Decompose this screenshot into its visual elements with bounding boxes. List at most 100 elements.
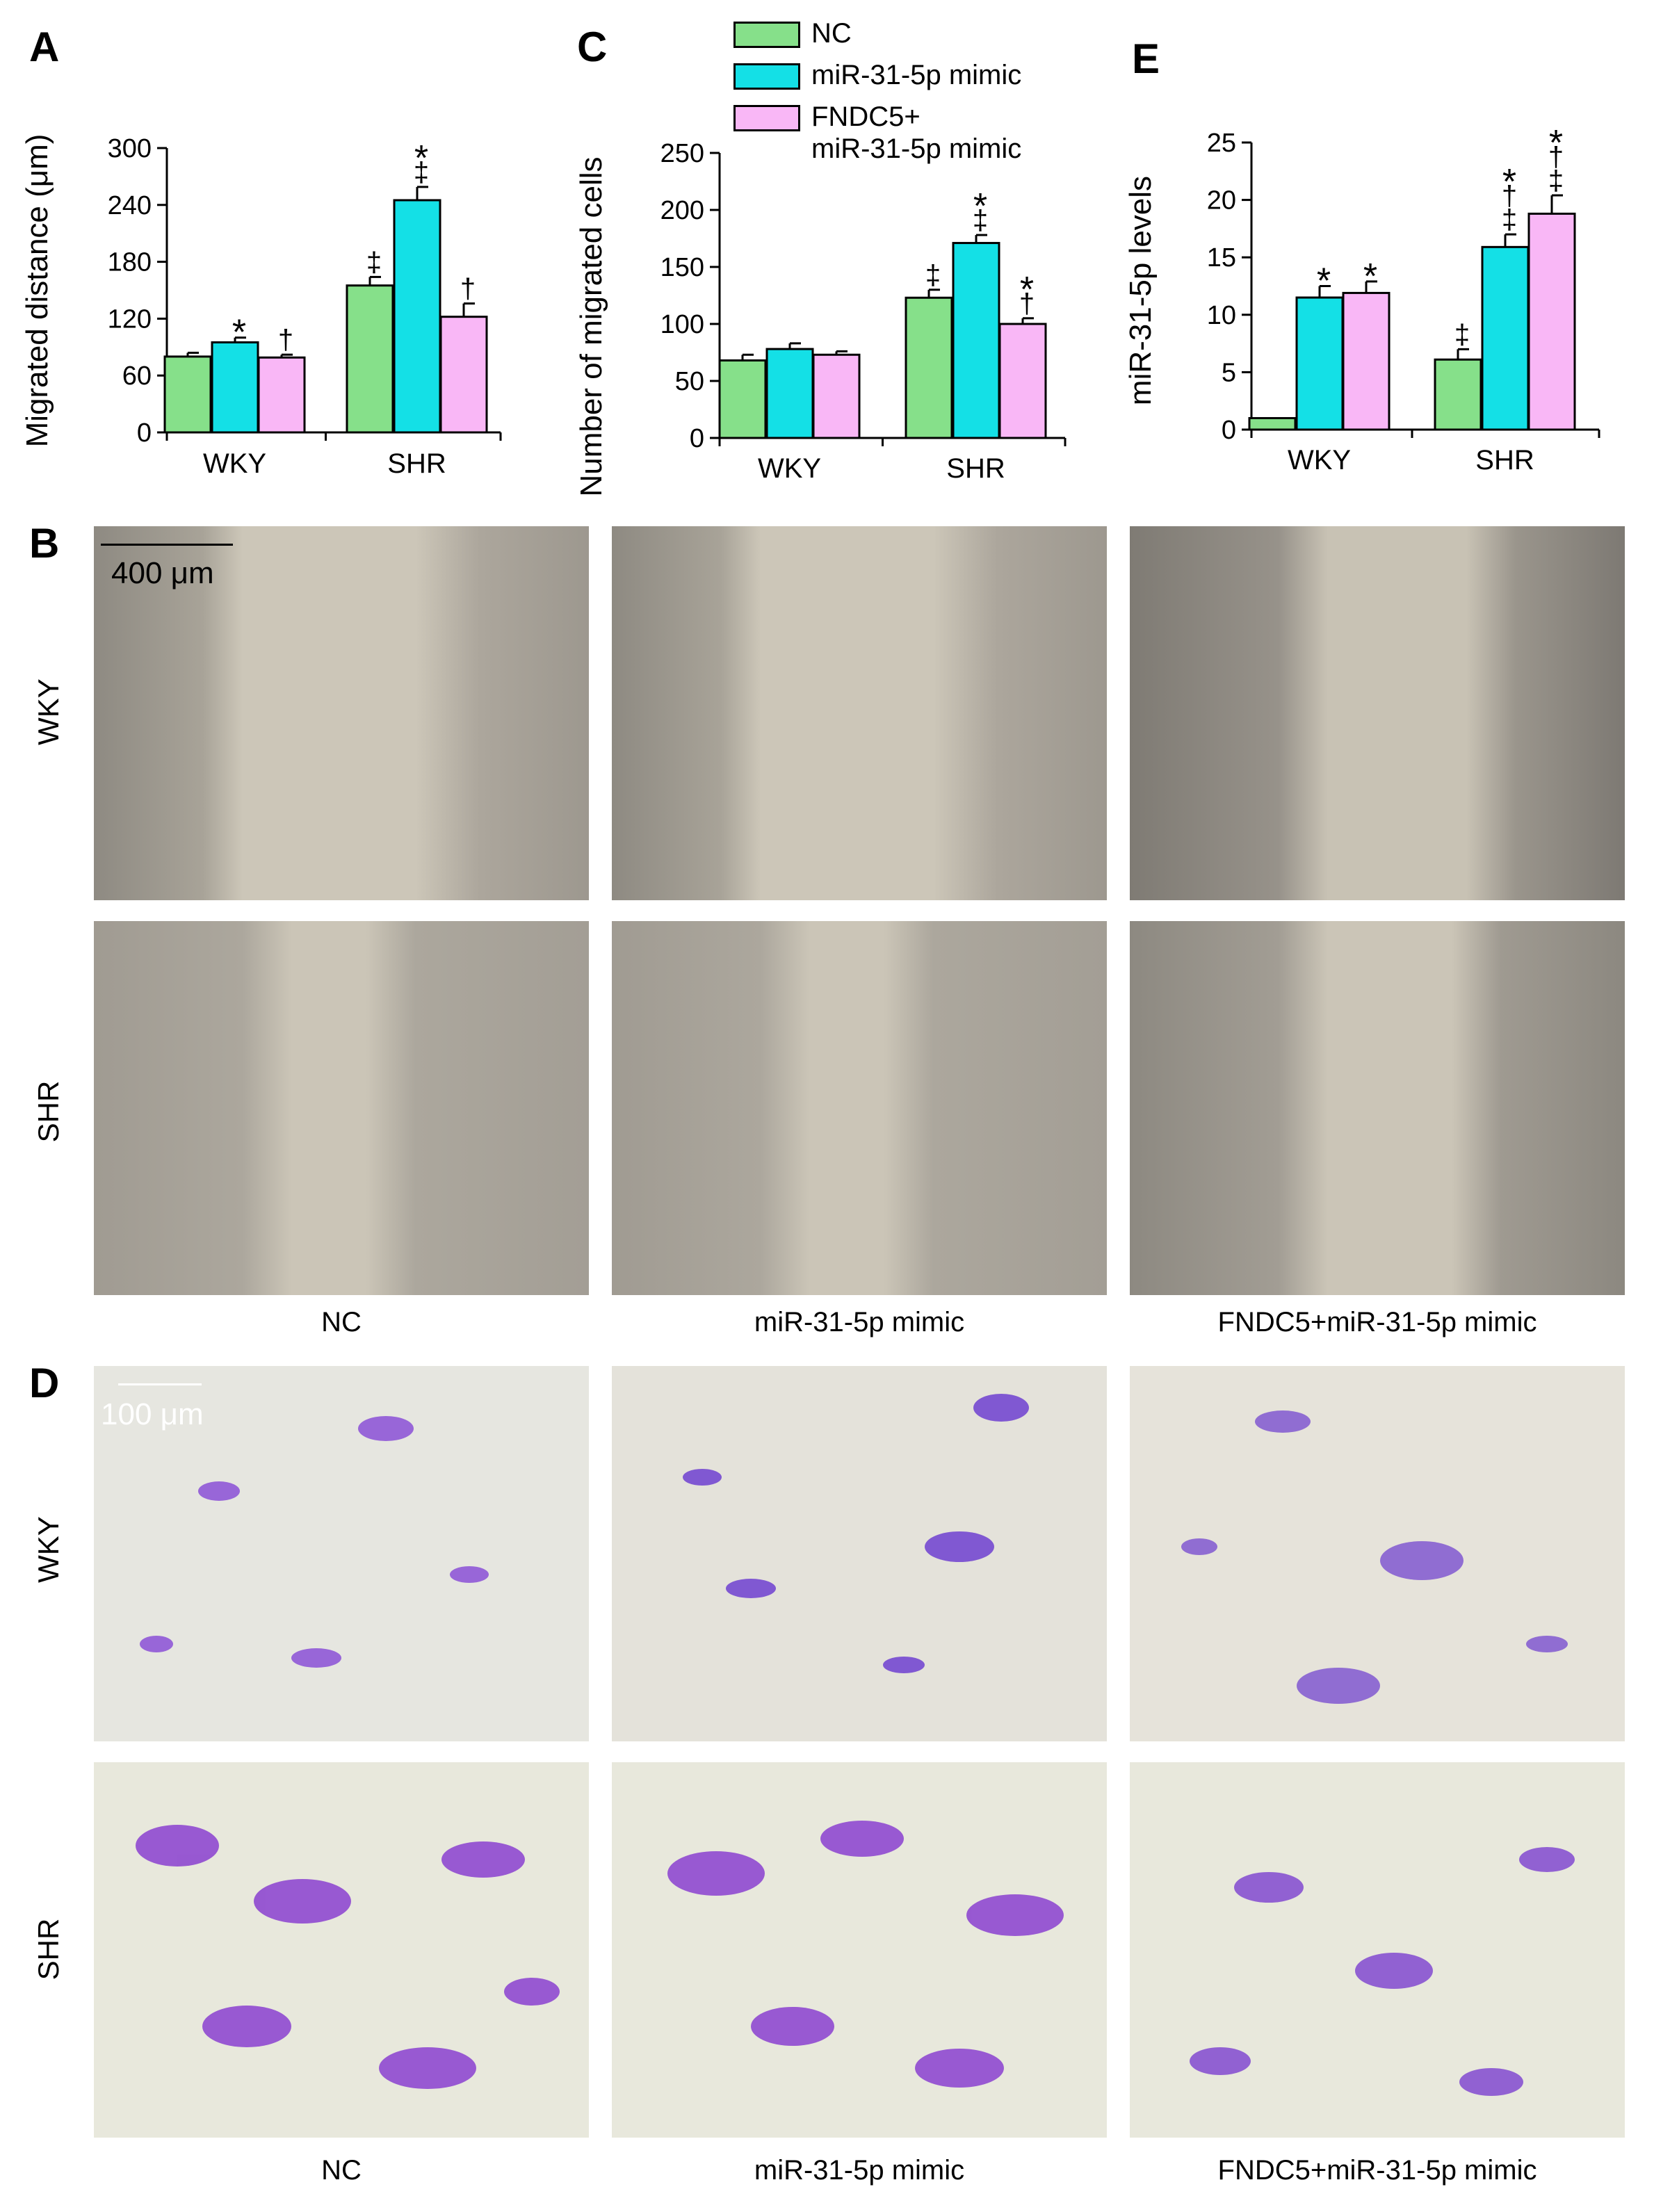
chart-e-ytick-label: 20 (1207, 186, 1236, 215)
chart-c-bar (952, 242, 1000, 439)
chart-e-significance-mark: ‡ (1502, 204, 1517, 235)
chart-c-bar (718, 359, 767, 439)
chart-e-bar (1248, 416, 1297, 431)
chart-a-ytick-label: 300 (108, 134, 152, 163)
chart-e-significance-mark: † (1548, 142, 1564, 172)
chart-a-ylabel: Migrated distance (μm) (20, 134, 54, 448)
legend-label-nc: NC (811, 18, 852, 49)
panelD-col-label-mimic: miR-31-5p mimic (754, 2155, 965, 2186)
chart-e-ytick-label: 25 (1207, 129, 1236, 158)
photo-b-wky-mimic (612, 526, 1107, 900)
chart-e-category-label: SHR (1475, 445, 1534, 475)
chart-c-category-label: SHR (946, 453, 1005, 484)
panelB-col-label-nc: NC (321, 1307, 362, 1337)
chart-e-bar (1434, 358, 1482, 431)
chart-e-category-label: WKY (1288, 445, 1351, 475)
photo-b-wky-fndc5 (1130, 526, 1625, 900)
chart-a-category-label: SHR (387, 448, 446, 479)
panel-letter-e: E (1132, 35, 1160, 82)
chart-c-significance-mark: ‡ (973, 205, 988, 236)
chart-e-ytick-label: 15 (1207, 243, 1236, 273)
chart-e-bar (1342, 291, 1391, 431)
chart-e-significance-mark: † (1502, 181, 1517, 211)
photo-b-shr-nc (94, 921, 589, 1295)
photo-b-shr-fndc5 (1130, 921, 1625, 1295)
photo-d-wky-fndc5 (1130, 1366, 1625, 1741)
photo-d-shr-fndc5 (1130, 1762, 1625, 2138)
chart-c-ytick-label: 100 (660, 310, 704, 339)
chart-a-ytick-label: 120 (108, 304, 152, 334)
chart-e-bar (1527, 212, 1576, 431)
chart-c-bar (905, 296, 953, 439)
panelB-row-label-shr: SHR (32, 1080, 65, 1143)
chart-e-significance-mark: * (1549, 123, 1563, 163)
photo-d-shr-mimic (612, 1762, 1107, 2138)
chart-c-migrated-cells: 0 50 100 150 200 250 Number of migrated cells W… (574, 139, 1067, 497)
chart-e-significance-mark: * (1317, 261, 1331, 302)
chart-a-significance-mark: ‡ (366, 247, 382, 277)
photo-d-shr-nc (94, 1762, 589, 2138)
photo-d-wky-nc (94, 1366, 589, 1741)
legend: NC miR-31-5p mimic FNDC5+ miR-31-5p mimi… (733, 17, 1123, 165)
chart-c-significance-mark: ‡ (925, 260, 941, 291)
legend-label-fndc5-line1: FNDC5+ (811, 101, 921, 132)
chart-a-category-label: WKY (203, 448, 266, 479)
legend-swatch-mimic (733, 63, 800, 90)
chart-a-ytick-label: 180 (108, 248, 152, 277)
panelD-col-label-fndc5: FNDC5+miR-31-5p mimic (1217, 2155, 1537, 2186)
panelB-row-label-wky: WKY (32, 678, 65, 745)
chart-c-ytick-label: 0 (690, 424, 704, 453)
chart-e-bar (1481, 245, 1530, 431)
chart-c-category-label: WKY (758, 453, 821, 484)
chart-a-migrated-distance: 0 60 120 180 240 300 Migrated distance (μm) WKY… (20, 134, 502, 479)
legend-label-mimic: miR-31-5p mimic (811, 60, 1022, 90)
photo-b-shr-mimic (612, 921, 1107, 1295)
chart-e-ytick-label: 0 (1222, 416, 1236, 445)
chart-e-significance-mark: ‡ (1454, 319, 1470, 350)
chart-c-ytick-label: 250 (660, 139, 704, 168)
photo-b-wky-nc (94, 526, 589, 900)
chart-e-ytick-label: 5 (1222, 358, 1236, 387)
chart-a-bar (393, 199, 441, 434)
chart-c-ytick-label: 50 (675, 367, 704, 396)
panelD-row-label-wky: WKY (32, 1516, 65, 1583)
panel-letter-c: C (577, 24, 608, 70)
chart-a-ytick-label: 240 (108, 191, 152, 220)
chart-c-significance-mark: † (1019, 288, 1035, 319)
legend-item-fndc5: FNDC5+ miR-31-5p mimic (733, 101, 1021, 165)
chart-e-ylabel: miR-31-5p levels (1124, 176, 1158, 405)
chart-e-bar (1295, 296, 1344, 431)
chart-a-significance-mark: * (232, 313, 246, 353)
chart-a-significance-mark: † (460, 274, 476, 304)
chart-c-ytick-label: 200 (660, 196, 704, 225)
panelB-scalebar-label: 400 μm (111, 556, 214, 590)
chart-e-significance-mark: * (1502, 162, 1516, 202)
panelB-col-label-mimic: miR-31-5p mimic (754, 1307, 965, 1337)
legend-label-fndc5: FNDC5+ miR-31-5p mimic (811, 101, 1021, 165)
chart-e-significance-mark: * (1363, 257, 1377, 297)
photo-d-wky-mimic (612, 1366, 1107, 1741)
chart-a-ytick-label: 0 (137, 418, 152, 448)
legend-label-fndc5-line2: miR-31-5p mimic (811, 133, 1022, 164)
panel-letter-a: A (29, 24, 60, 70)
panelD-col-label-nc: NC (321, 2155, 362, 2186)
panelD-scalebar-line (118, 1383, 202, 1385)
chart-c-significance-mark: * (973, 186, 987, 227)
panel-letter-b: B (29, 520, 60, 567)
chart-e-ytick-label: 10 (1207, 301, 1236, 330)
chart-a-significance-mark: * (414, 138, 428, 179)
panelD-scalebar-label: 100 μm (101, 1397, 204, 1431)
chart-c-ytick-label: 150 (660, 253, 704, 282)
chart-a-significance-mark: † (278, 325, 293, 355)
chart-a-bar (346, 284, 394, 434)
chart-c-ylabel: Number of migrated cells (574, 156, 608, 496)
chart-c-significance-mark: * (1020, 270, 1034, 310)
chart-a-significance-mark: ‡ (414, 157, 429, 188)
chart-c-bar (812, 353, 861, 439)
legend-swatch-nc (733, 22, 800, 48)
legend-item-mimic: miR-31-5p mimic (733, 59, 1021, 91)
legend-item-nc: NC (733, 17, 852, 49)
panelD-row-label-shr: SHR (32, 1918, 65, 1981)
chart-a-ytick-label: 60 (122, 361, 152, 391)
